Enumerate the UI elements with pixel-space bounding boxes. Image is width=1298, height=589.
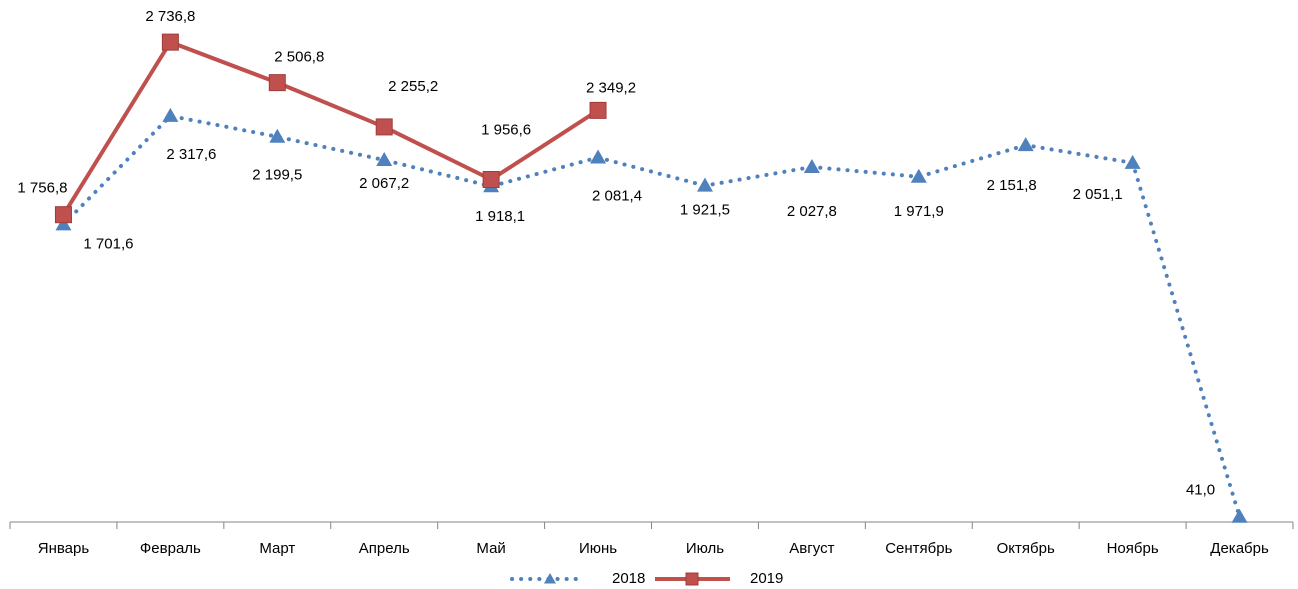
data-label: 2 736,8 — [145, 8, 195, 25]
data-label: 2 067,2 — [359, 175, 409, 192]
x-tick-label: Декабрь — [1210, 540, 1269, 557]
x-tick-label: Октябрь — [997, 540, 1055, 557]
marker — [268, 74, 286, 92]
marker — [482, 170, 500, 188]
marker — [162, 107, 179, 122]
data-label: 41,0 — [1186, 482, 1215, 499]
marker — [375, 118, 393, 136]
marker — [1124, 154, 1141, 169]
data-label: 2 349,2 — [586, 79, 636, 96]
x-tick-label: Июль — [686, 540, 724, 557]
data-label: 1 701,6 — [83, 235, 133, 252]
x-tick-label: Апрель — [359, 540, 410, 557]
marker — [376, 152, 393, 167]
data-label: 1 918,1 — [475, 208, 525, 225]
x-tick-label: Ноябрь — [1107, 540, 1159, 557]
x-tick-label: Август — [789, 540, 834, 557]
x-tick-label: Май — [476, 540, 505, 557]
data-label: 1 921,5 — [680, 202, 730, 219]
marker — [589, 101, 607, 119]
marker — [269, 128, 286, 143]
legend-label: 2018 — [612, 570, 645, 587]
x-tick-label: Март — [259, 540, 295, 557]
marker — [696, 177, 713, 192]
data-label: 2 081,4 — [592, 187, 642, 204]
data-label: 2 151,8 — [987, 177, 1037, 194]
data-label: 2 255,2 — [388, 78, 438, 95]
marker — [685, 572, 699, 586]
data-label: 1 971,9 — [894, 203, 944, 220]
marker — [55, 216, 72, 231]
series-line — [61, 39, 600, 216]
marker — [544, 573, 556, 584]
marker — [910, 168, 927, 183]
data-label: 2 317,6 — [166, 146, 216, 163]
data-label: 1 756,8 — [17, 180, 67, 197]
series-line — [61, 113, 1242, 519]
data-label: 2 051,1 — [1073, 186, 1123, 203]
marker — [54, 206, 72, 224]
data-label: 1 956,6 — [481, 121, 531, 138]
data-label: 2 027,8 — [787, 203, 837, 220]
x-tick-label: Январь — [38, 540, 90, 557]
marker — [1017, 137, 1034, 152]
data-label: 2 506,8 — [274, 49, 324, 66]
marker — [1231, 508, 1248, 523]
x-tick-label: Февраль — [140, 540, 201, 557]
data-label: 2 199,5 — [252, 167, 302, 184]
marker — [161, 33, 179, 51]
marker — [590, 149, 607, 164]
x-tick-label: Июнь — [579, 540, 617, 557]
marker — [803, 158, 820, 173]
legend-label: 2019 — [750, 570, 783, 587]
x-tick-label: Сентябрь — [885, 540, 952, 557]
